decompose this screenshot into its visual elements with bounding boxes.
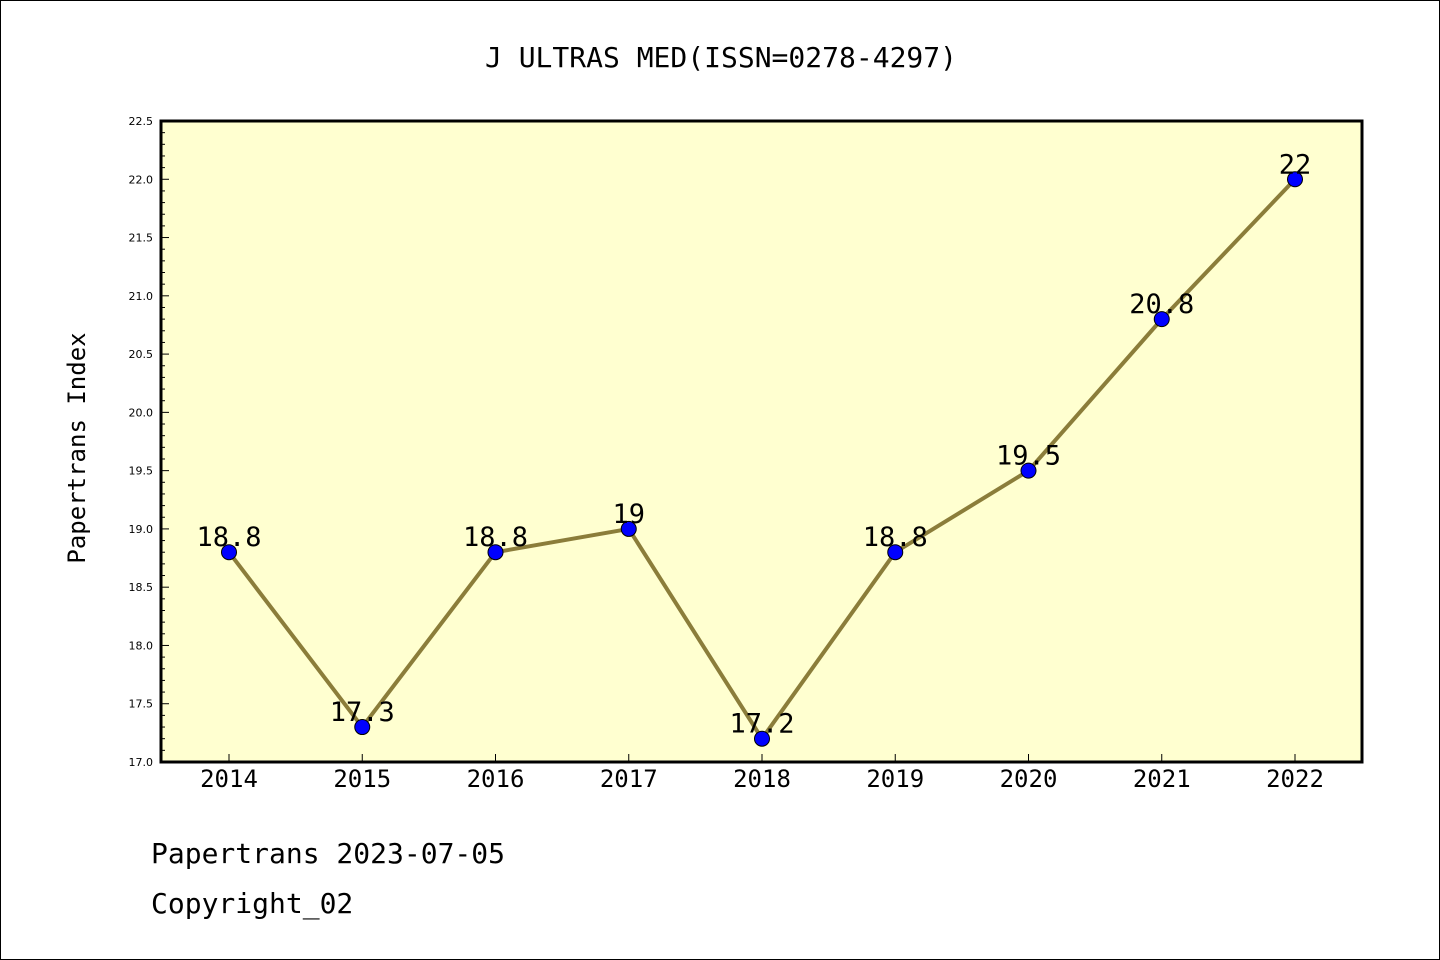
- data-label: 18.8: [463, 522, 528, 553]
- x-tick-label: 2014: [200, 765, 258, 793]
- y-tick-label: 20.0: [129, 406, 154, 419]
- x-tick-label: 2015: [333, 765, 391, 793]
- plot-area: [159, 119, 1364, 764]
- data-point: [1287, 171, 1303, 188]
- x-tick-label: 2018: [733, 765, 791, 793]
- x-tick-label: 2017: [600, 765, 658, 793]
- y-tick-label: 21.5: [129, 232, 154, 245]
- y-axis-label: Papertrans Index: [63, 332, 91, 563]
- y-tick-label: 19.5: [129, 465, 154, 478]
- y-tick-label: 18.5: [129, 581, 154, 594]
- data-point: [887, 544, 904, 561]
- x-axis-ticks: 2014 2015 2016 2017 2018 2019 2020 2021 2022: [200, 754, 1324, 793]
- data-point: [1153, 311, 1170, 328]
- data-label: 17.2: [729, 709, 794, 740]
- y-tick-label: 17.0: [129, 756, 154, 769]
- data-labels: 18.8 17.3 18.8 19 17.2 18.8 19.5 20.8 22: [196, 149, 1311, 739]
- data-label: 20.8: [1129, 289, 1194, 320]
- data-point: [221, 544, 237, 561]
- data-label: 19.5: [996, 441, 1061, 472]
- y-tick-label: 22.5: [129, 115, 154, 128]
- chart-title: J ULTRAS MED(ISSN=0278-4297): [485, 41, 957, 74]
- data-label: 18.8: [863, 522, 928, 553]
- y-axis-ticks: 17.0 17.5 18.0 18.5 19.0 19.5 20.0 20.5 21.0 21.5…: [129, 115, 169, 769]
- footer-copyright: Copyright_02: [151, 887, 354, 920]
- data-points: [221, 171, 1303, 747]
- x-tick-label: 2016: [467, 765, 525, 793]
- data-label: 22: [1279, 149, 1312, 180]
- data-label: 18.8: [196, 522, 261, 553]
- y-tick-label: 22.0: [129, 173, 154, 186]
- data-point: [487, 544, 504, 561]
- data-point: [620, 520, 637, 537]
- y-tick-label: 19.0: [129, 523, 154, 536]
- data-point: [754, 730, 770, 747]
- y-tick-label: 20.5: [129, 348, 154, 361]
- data-point: [354, 719, 371, 736]
- y-tick-label: 17.5: [129, 698, 154, 711]
- x-tick-label: 2021: [1133, 765, 1191, 793]
- data-label: 19: [612, 499, 645, 530]
- footer-date: Papertrans 2023-07-05: [151, 837, 506, 870]
- y-tick-label: 21.0: [129, 290, 154, 303]
- data-point: [1020, 462, 1037, 479]
- data-label: 17.3: [330, 697, 395, 728]
- x-tick-label: 2019: [866, 765, 924, 793]
- y-tick-label: 18.0: [129, 639, 154, 652]
- x-tick-label: 2022: [1266, 765, 1324, 793]
- x-tick-label: 2020: [1000, 765, 1058, 793]
